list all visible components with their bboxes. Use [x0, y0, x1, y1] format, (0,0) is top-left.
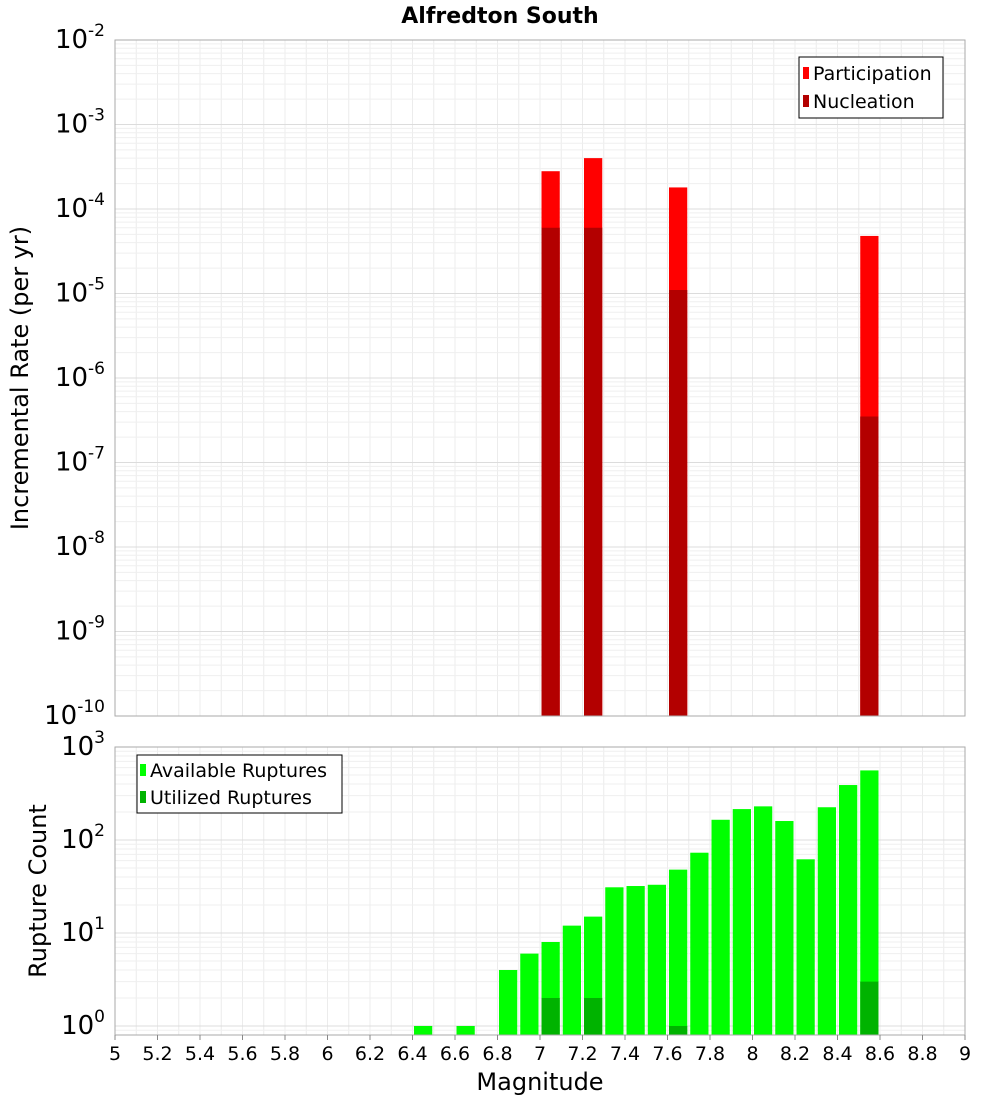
x-tick-label: 8.2	[780, 1043, 810, 1065]
available-ruptures-bar	[732, 809, 751, 1035]
available-ruptures-bar	[456, 1025, 475, 1035]
count-legend: Available Ruptures Utilized Ruptures	[136, 754, 343, 814]
rate-legend-box	[798, 56, 944, 119]
available-ruptures-bar	[414, 1025, 433, 1035]
x-tick-label: 6.8	[482, 1043, 512, 1065]
available-ruptures-bar	[520, 953, 539, 1035]
y-tick-label: 10-2	[55, 21, 105, 55]
x-tick-label: 7.6	[652, 1043, 682, 1065]
x-tick-label: 7.2	[567, 1043, 597, 1065]
x-tick-label: 5	[109, 1043, 121, 1065]
x-tick-label: 9	[959, 1043, 971, 1065]
rate-plot-frame	[114, 39, 966, 717]
available-ruptures-bar	[669, 869, 688, 1035]
rate-bars	[541, 158, 879, 717]
count-bars	[414, 770, 879, 1035]
y-tick-label: 10-6	[55, 359, 105, 393]
chart-title: Alfredton South	[401, 4, 598, 29]
available-legend-swatch	[140, 764, 146, 776]
rate-legend: Participation Nucleation	[798, 56, 944, 119]
x-tick-label: 7.8	[695, 1043, 725, 1065]
x-tick-label: 6.2	[355, 1043, 385, 1065]
utilized-legend-label: Utilized Ruptures	[150, 787, 312, 809]
y-tick-label: 10-8	[55, 528, 105, 562]
rate-y-ticks: 10-10 10-9 10-8 10-7 10-6 10-5 10-4 10-3 10-2	[44, 21, 105, 731]
utilized-legend-swatch	[140, 791, 146, 803]
nucleation-bar	[584, 227, 603, 716]
x-tick-label: 8.8	[907, 1043, 937, 1065]
available-ruptures-bar	[499, 969, 518, 1035]
y-tick-label: 10-5	[55, 275, 105, 309]
utilized-ruptures-bar	[584, 997, 603, 1035]
nucleation-legend-swatch	[803, 95, 809, 107]
x-tick-label: 8.4	[822, 1043, 852, 1065]
x-tick-label: 6	[321, 1043, 333, 1065]
y-tick-label: 10-7	[55, 444, 105, 478]
rate-y-axis-label: Incremental Rate (per yr)	[6, 226, 34, 530]
available-ruptures-bar	[626, 886, 645, 1035]
available-ruptures-bar	[605, 887, 624, 1035]
x-tick-label: 6.4	[397, 1043, 427, 1065]
count-y-axis-label: Rupture Count	[24, 804, 52, 978]
available-ruptures-bar	[839, 785, 858, 1035]
y-tick-label: 10-9	[55, 613, 105, 647]
y-tick-label: 100	[61, 1007, 105, 1041]
nucleation-bar	[669, 290, 688, 716]
x-tick-label: 5.6	[227, 1043, 257, 1065]
participation-legend-label: Participation	[813, 63, 932, 85]
y-tick-label: 101	[61, 914, 105, 948]
rate-panel: 10-10 10-9 10-8 10-7 10-6 10-5 10-4 10-3 10-2 In…	[6, 21, 966, 731]
x-tick-label: 5.4	[185, 1043, 215, 1065]
available-ruptures-bar	[711, 819, 730, 1035]
x-tick-label: 5.8	[270, 1043, 300, 1065]
count-panel: 100 101 102 103 5 5.2 5.4 5.6 5.8 6 6.2 6.4 6.6 6.8 7…	[24, 728, 971, 1096]
count-y-ticks: 100 101 102 103	[61, 728, 105, 1041]
x-tick-label: 7.4	[610, 1043, 640, 1065]
nucleation-legend-label: Nucleation	[813, 91, 915, 113]
available-ruptures-bar	[860, 770, 879, 1035]
x-tick-label: 6.6	[440, 1043, 470, 1065]
x-axis-label: Magnitude	[476, 1068, 603, 1096]
y-tick-label: 10-4	[55, 190, 105, 224]
y-tick-label: 10-10	[44, 697, 105, 731]
available-ruptures-bar	[647, 884, 666, 1035]
nucleation-bar	[860, 416, 879, 716]
y-tick-label: 102	[61, 821, 105, 855]
magnitude-x-ticks: 5 5.2 5.4 5.6 5.8 6 6.2 6.4 6.6 6.8 7 7.2 7.4 7.6 7.8 8…	[109, 1035, 971, 1065]
x-tick-label: 7	[534, 1043, 546, 1065]
available-ruptures-bar	[690, 852, 709, 1035]
available-ruptures-bar	[775, 821, 794, 1035]
y-tick-label: 10-3	[55, 106, 105, 140]
y-tick-label: 103	[61, 728, 105, 762]
x-tick-label: 5.2	[142, 1043, 172, 1065]
participation-legend-swatch	[803, 67, 809, 79]
rate-gridlines	[115, 39, 965, 717]
available-ruptures-bar	[562, 925, 581, 1035]
nucleation-bar	[541, 227, 560, 716]
utilized-ruptures-bar	[541, 997, 560, 1035]
available-ruptures-bar	[817, 807, 836, 1035]
utilized-ruptures-bar	[860, 981, 879, 1035]
available-legend-label: Available Ruptures	[150, 760, 327, 782]
available-ruptures-bar	[796, 859, 815, 1035]
count-legend-box	[136, 754, 343, 814]
available-ruptures-bar	[754, 806, 773, 1035]
utilized-ruptures-bar	[669, 1025, 688, 1035]
x-tick-label: 8	[746, 1043, 758, 1065]
x-tick-label: 8.6	[865, 1043, 895, 1065]
